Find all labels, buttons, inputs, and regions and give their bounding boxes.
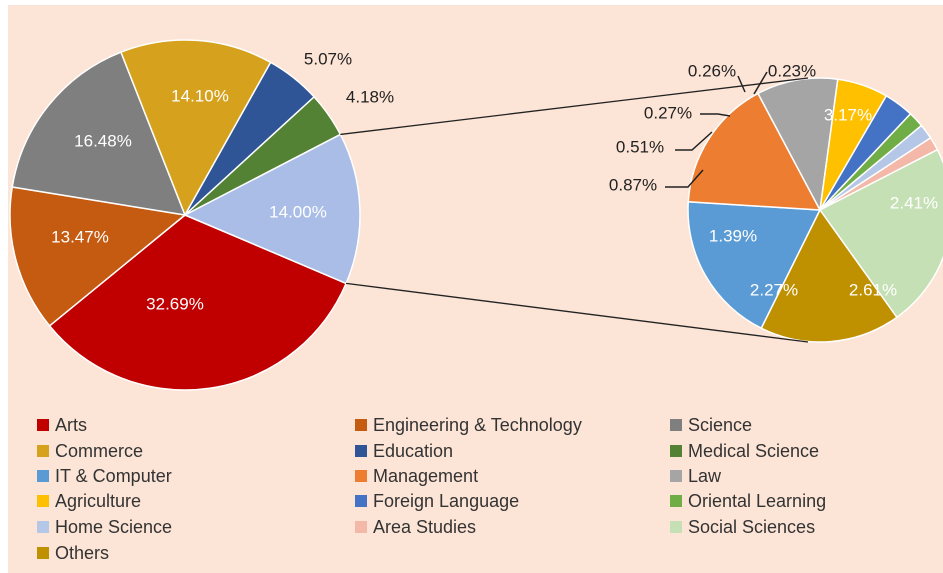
legend-label: Management bbox=[373, 466, 478, 486]
legend-swatch bbox=[355, 495, 367, 507]
legend-swatch bbox=[355, 445, 367, 457]
leader-line bbox=[737, 75, 746, 93]
pie-slice bbox=[9, 186, 187, 327]
legend-swatch bbox=[670, 470, 682, 482]
legend-label: Agriculture bbox=[55, 491, 141, 511]
legend-label: IT & Computer bbox=[55, 466, 172, 486]
pie-slice bbox=[818, 148, 943, 319]
legend-swatch bbox=[355, 419, 367, 431]
legend-label: Others bbox=[55, 543, 109, 563]
data-label: 0.23% bbox=[768, 61, 816, 80]
data-label: 4.18% bbox=[346, 87, 394, 106]
connector-line bbox=[340, 77, 809, 136]
data-label: 0.27% bbox=[644, 103, 692, 122]
data-label: 16.48% bbox=[74, 131, 132, 150]
leader-line bbox=[700, 113, 731, 117]
data-label: 14.00% bbox=[269, 202, 327, 221]
pie-slice bbox=[183, 133, 361, 285]
legend-swatch bbox=[355, 521, 367, 533]
data-label: 5.07% bbox=[304, 49, 352, 68]
data-label: 1.39% bbox=[709, 226, 757, 245]
data-label: 0.26% bbox=[688, 61, 736, 80]
legend-swatch bbox=[37, 495, 49, 507]
leader-line bbox=[675, 131, 713, 151]
legend-label: Science bbox=[688, 415, 752, 435]
legend-swatch bbox=[37, 521, 49, 533]
legend-swatch bbox=[355, 470, 367, 482]
legend-label: Commerce bbox=[55, 441, 143, 461]
legend-swatch bbox=[670, 495, 682, 507]
legend-swatch bbox=[37, 445, 49, 457]
data-label: 2.41% bbox=[890, 193, 938, 212]
legend-label: Oriental Learning bbox=[688, 491, 826, 511]
legend-label: Foreign Language bbox=[373, 491, 519, 511]
legend-swatch bbox=[37, 547, 49, 559]
legend-label: Arts bbox=[55, 415, 87, 435]
data-label: 3.17% bbox=[824, 105, 872, 124]
legend-label: Engineering & Technology bbox=[373, 415, 582, 435]
leader-line bbox=[753, 71, 768, 95]
legend-swatch bbox=[37, 470, 49, 482]
data-label: 2.27% bbox=[750, 280, 798, 299]
legend: Arts Engineering & Technology Science Comme… bbox=[37, 415, 826, 563]
pie-slice bbox=[687, 200, 822, 330]
pie-slice bbox=[760, 208, 898, 343]
legend-swatch bbox=[670, 521, 682, 533]
plot: 32.69% 13.47% 16.48% 14.10% 5.07% 4.18% 14.00%… bbox=[9, 39, 943, 391]
connector-line bbox=[346, 282, 809, 343]
pie-slice bbox=[48, 214, 348, 391]
data-label: 2.61% bbox=[849, 280, 897, 299]
pie-slice bbox=[687, 92, 822, 211]
data-label: 32.69% bbox=[146, 294, 204, 313]
leader-line bbox=[665, 169, 704, 188]
legend-label: Education bbox=[373, 441, 453, 461]
legend-label: Social Sciences bbox=[688, 517, 815, 537]
pie-slice bbox=[119, 39, 272, 217]
legend-swatch bbox=[670, 445, 682, 457]
legend-label: Medical Science bbox=[688, 441, 819, 461]
pie-slice bbox=[756, 77, 839, 213]
legend-label: Area Studies bbox=[373, 517, 476, 537]
data-label: 13.47% bbox=[51, 227, 109, 246]
legend-swatch bbox=[670, 419, 682, 431]
data-label: 0.51% bbox=[616, 137, 664, 156]
pie-slice bbox=[11, 51, 187, 216]
data-label: 14.10% bbox=[171, 86, 229, 105]
data-label: 0.87% bbox=[609, 175, 657, 194]
legend-label: Home Science bbox=[55, 517, 172, 537]
legend-label: Law bbox=[688, 466, 722, 486]
legend-swatch bbox=[37, 419, 49, 431]
